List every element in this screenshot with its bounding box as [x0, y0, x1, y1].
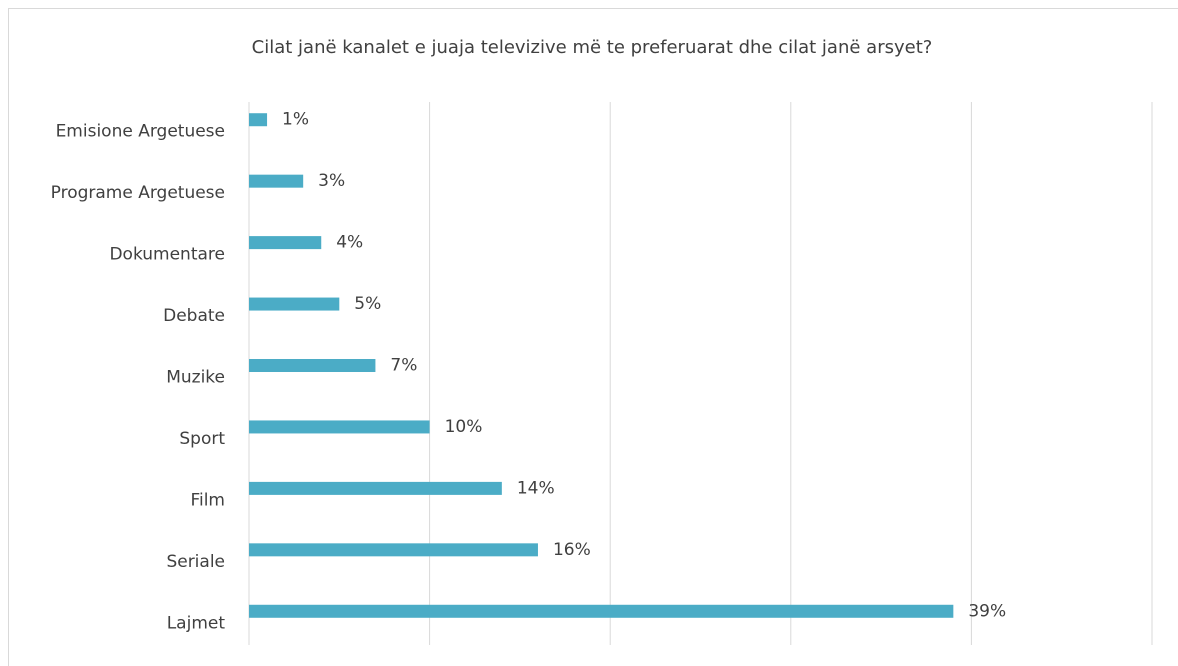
data-label: 7% [390, 356, 417, 376]
data-label: 5% [354, 294, 381, 314]
y-tick-label: Film [190, 490, 225, 510]
data-label: 3% [318, 171, 345, 191]
data-label: 16% [553, 540, 591, 560]
y-tick-label: Lajmet [167, 613, 226, 633]
data-label: 10% [445, 417, 483, 437]
y-tick-label: Debate [163, 306, 225, 326]
y-tick-label: Emisione Argetuese [56, 122, 225, 142]
bar [249, 174, 304, 188]
data-label: 39% [968, 601, 1006, 621]
bar [249, 113, 268, 127]
chart-frame [8, 8, 1178, 666]
y-tick-label: Programe Argetuese [51, 183, 225, 203]
data-label: 14% [517, 478, 555, 498]
data-label: 1% [282, 110, 309, 130]
bar [249, 420, 430, 434]
y-tick-label: Dokumentare [109, 245, 225, 265]
y-tick-label: Sport [179, 429, 225, 449]
bar [249, 604, 954, 618]
y-tick-label: Seriale [166, 552, 225, 572]
y-tick-label: Muzike [166, 368, 225, 388]
bar [249, 236, 322, 250]
bar [249, 481, 502, 495]
bar [249, 543, 538, 557]
bar [249, 297, 340, 311]
data-label: 4% [336, 233, 363, 253]
chart-title: Cilat janë kanalet e juaja televizive më… [252, 37, 933, 58]
bar [249, 359, 376, 372]
